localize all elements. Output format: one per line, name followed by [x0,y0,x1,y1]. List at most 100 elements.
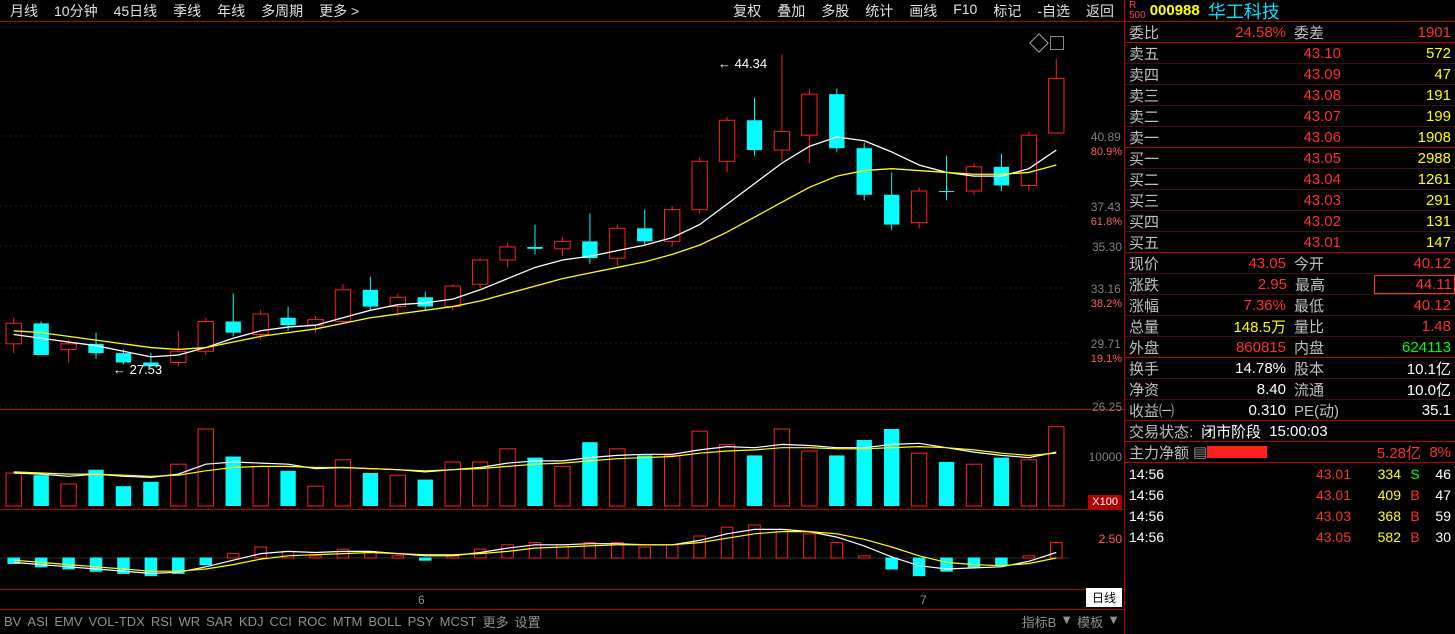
stat-value: 40.12 [1373,297,1455,314]
indicator-item[interactable]: WR [179,614,201,629]
toolbar-item[interactable]: 复权 [725,0,769,23]
x-tick: 7 [920,593,927,607]
stat-value: 860815 [1208,339,1291,356]
trade-time: 15:00:03 [1265,423,1455,440]
indicator-right-item[interactable]: 指标B [1022,612,1057,631]
volume-y-label: 10000 [1089,450,1122,464]
indicator-item[interactable]: ASI [27,614,48,629]
toolbar-item[interactable]: F10 [945,0,985,23]
toolbar-item[interactable]: 更多 > [311,0,367,23]
tick-price: 43.01 [1175,466,1355,482]
order-row: 卖三 43.08 191 [1125,85,1455,106]
stat-value: 7.36% [1208,297,1291,314]
toolbar-item[interactable]: 返回 [1078,0,1122,23]
toolbar-item[interactable]: 月线 [2,0,46,23]
stat-row: 外盘 860815内盘 624113 [1125,337,1455,358]
order-price: 43.04 [1235,171,1345,188]
macd-chart[interactable]: 2.50 [0,510,1124,590]
top-toolbar: 月线10分钟45日线季线年线多周期更多 > 复权叠加多股统计画线F10标记-自选… [0,0,1124,22]
y-label: 33.1638.2% [1091,282,1122,310]
x-axis: 日线 67 [0,590,1124,610]
y-label: 35.30 [1092,240,1122,254]
indicator-right-item[interactable]: 模板 [1077,612,1103,631]
order-vol: 291 [1345,192,1455,209]
stat-label: 总量 [1125,316,1208,337]
tick-dir: S [1405,466,1425,482]
stat-value: 35.1 [1373,402,1455,419]
indicator-item[interactable]: KDJ [239,614,264,629]
stat-value: 8.40 [1208,381,1291,398]
stat-value: 10.1亿 [1373,358,1455,379]
order-label: 卖二 [1125,106,1235,127]
indicator-item[interactable]: RSI [151,614,173,629]
order-vol: 191 [1345,87,1455,104]
macd-y-label: 2.50 [1099,532,1122,546]
stock-name: 华工科技 [1208,0,1280,24]
indicator-item[interactable]: 更多 [482,612,508,631]
order-label: 买一 [1125,148,1235,169]
order-vol: 199 [1345,108,1455,125]
tick-extra: 30 [1425,529,1455,545]
stat-label: 股本 [1290,358,1373,379]
commit-diff: 1901 [1373,24,1455,41]
tick-dir: B [1405,529,1425,545]
toolbar-item[interactable]: 多股 [813,0,857,23]
indicator-item[interactable]: BOLL [368,614,401,629]
order-price: 43.09 [1235,66,1345,83]
indicator-item[interactable]: 设置 [514,612,540,631]
order-row: 卖一 43.06 1908 [1125,127,1455,148]
order-price: 43.10 [1235,45,1345,62]
order-vol: 147 [1345,234,1455,251]
tick-time: 14:56 [1125,466,1175,482]
candlestick-chart[interactable]: ← 44.34← 27.53 40.8980.9%37.4361.8%35.30… [0,22,1124,410]
indicator-item[interactable]: EMV [54,614,82,629]
toolbar-item[interactable]: 标记 [985,0,1029,23]
y-label: 40.8980.9% [1091,130,1122,158]
stat-row: 净资 8.40流通 10.0亿 [1125,379,1455,400]
tick-extra: 46 [1425,466,1455,482]
stat-row: 总量 148.5万量比 1.48 [1125,316,1455,337]
toolbar-item[interactable]: 10分钟 [46,0,106,23]
order-row: 卖五 43.10 572 [1125,43,1455,64]
quote-panel: R500 000988 华工科技 委比 24.58% 委差 1901 卖五 43… [1125,0,1455,634]
order-row: 买一 43.05 2988 [1125,148,1455,169]
indicator-right-item[interactable]: ▼ [1107,612,1120,631]
main-flow-bar [1207,446,1267,458]
tick-row: 14:56 43.05 582 B 30 [1125,526,1455,547]
stat-label: 内盘 [1290,337,1373,358]
volume-chart[interactable]: 10000 X100 [0,410,1124,510]
tick-price: 43.01 [1175,487,1355,503]
indicator-item[interactable]: ROC [298,614,327,629]
indicator-item[interactable]: MTM [333,614,363,629]
order-label: 卖三 [1125,85,1235,106]
toolbar-item[interactable]: -自选 [1029,0,1078,23]
indicator-item[interactable]: MCST [440,614,477,629]
indicator-item[interactable]: VOL-TDX [88,614,144,629]
toolbar-item[interactable]: 叠加 [769,0,813,23]
indicator-right-item[interactable]: ▼ [1060,612,1073,631]
commit-row: 委比 24.58% 委差 1901 [1125,22,1455,43]
toolbar-item[interactable]: 画线 [901,0,945,23]
toolbar-item[interactable]: 年线 [209,0,253,23]
stat-label: 最低 [1290,295,1373,316]
r500-badge: R500 [1129,1,1146,21]
order-price: 43.02 [1235,213,1345,230]
tick-vol: 409 [1355,487,1405,503]
trade-ticks: 14:56 43.01 334 S 4614:56 43.01 409 B 47… [1125,463,1455,634]
order-row: 买五 43.01 147 [1125,232,1455,253]
period-badge[interactable]: 日线 [1086,588,1122,607]
svg-text:← 27.53: ← 27.53 [113,362,162,377]
toolbar-item[interactable]: 统计 [857,0,901,23]
tick-vol: 334 [1355,466,1405,482]
order-row: 卖二 43.07 199 [1125,106,1455,127]
order-label: 买二 [1125,169,1235,190]
indicator-item[interactable]: PSY [408,614,434,629]
y-label: 29.7119.1% [1091,337,1122,365]
indicator-item[interactable]: BV [4,614,21,629]
toolbar-item[interactable]: 多周期 [253,0,311,23]
toolbar-item[interactable]: 季线 [165,0,209,23]
toolbar-item[interactable]: 45日线 [106,0,166,23]
order-price: 43.01 [1235,234,1345,251]
indicator-item[interactable]: SAR [206,614,233,629]
indicator-item[interactable]: CCI [269,614,291,629]
